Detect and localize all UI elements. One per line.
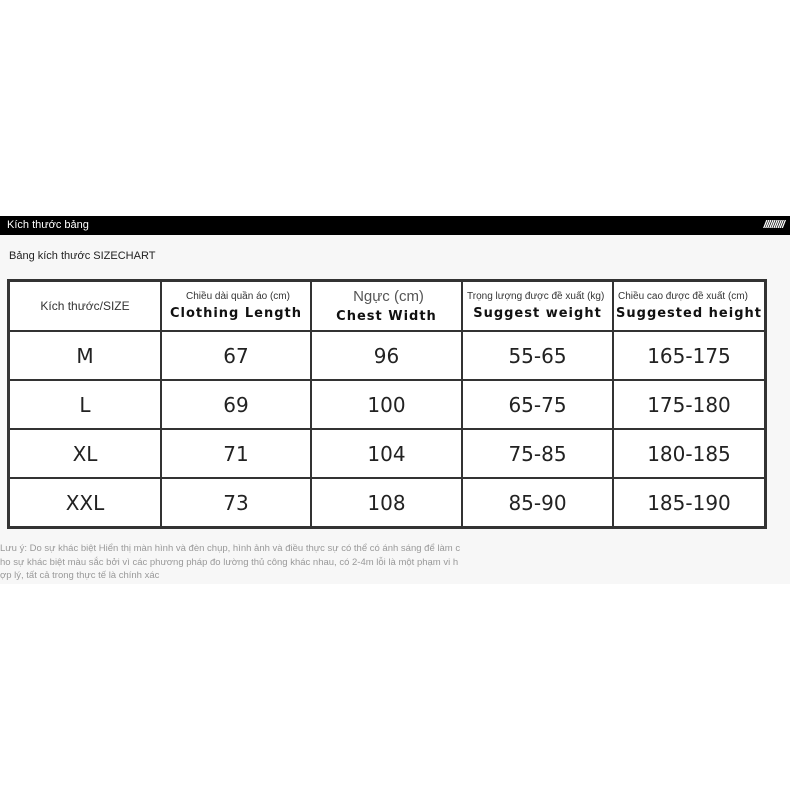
size-table: Kích thước/SIZE Chiều dài quần áo (cm) Cl… — [7, 279, 767, 529]
table-row: L 69 100 65-75 175-180 — [7, 379, 767, 430]
subtitle: Bảng kích thước SIZECHART — [9, 250, 156, 262]
cell-length: 73 — [160, 477, 312, 529]
header-label-vi: Trọng lượng được đề xuất (kg) — [467, 291, 605, 302]
header-bar: Kích thước bảng ////////// — [0, 216, 790, 235]
size-chart-panel: Kích thước bảng ////////// Bảng kích thư… — [0, 216, 790, 584]
cell-size: XL — [7, 428, 162, 479]
cell-size: L — [7, 379, 162, 430]
disclaimer-note: Lưu ý: Do sự khác biệt Hiển thị màn hình… — [0, 542, 460, 583]
header-label: Kích thước/SIZE — [40, 299, 130, 313]
header-length: Chiều dài quần áo (cm) Clothing Length — [160, 279, 312, 332]
cell-height: 185-190 — [612, 477, 767, 529]
header-chest: Ngực (cm) Chest Width — [310, 279, 463, 332]
note-line: ợp lý, tất cả trong thực tế là chính xác — [0, 570, 160, 581]
header-label-vi: Chiều cao được đề xuất (cm) — [618, 291, 748, 302]
cell-chest: 100 — [310, 379, 463, 430]
cell-length: 67 — [160, 330, 312, 381]
table-row: XL 71 104 75-85 180-185 — [7, 428, 767, 479]
note-line: ho sự khác biệt màu sắc bởi vì các phươn… — [0, 556, 459, 568]
cell-chest: 108 — [310, 477, 463, 529]
cell-length: 71 — [160, 428, 312, 479]
header-label-en: Clothing Length — [169, 306, 303, 321]
cell-weight: 85-90 — [461, 477, 614, 529]
table-row: XXL 73 108 85-90 185-190 — [7, 477, 767, 529]
cell-weight: 55-65 — [461, 330, 614, 381]
header-label-en: Chest Width — [336, 309, 437, 324]
header-label-en: Suggest weight — [473, 306, 602, 321]
cell-length: 69 — [160, 379, 312, 430]
cell-size: XXL — [7, 477, 162, 529]
stripes-decoration: ////////// — [763, 219, 785, 231]
table-row: M 67 96 55-65 165-175 — [7, 330, 767, 381]
header-label-vi: Chiều dài quần áo (cm) — [186, 291, 290, 302]
cell-height: 165-175 — [612, 330, 767, 381]
header-label-en: Suggested height — [616, 306, 762, 321]
cell-weight: 65-75 — [461, 379, 614, 430]
cell-chest: 96 — [310, 330, 463, 381]
cell-height: 180-185 — [612, 428, 767, 479]
note-line: Lưu ý: Do sự khác biệt Hiển thị màn hình… — [0, 543, 461, 554]
header-height: Chiều cao được đề xuất (cm) Suggested hei… — [612, 279, 767, 332]
header-size: Kích thước/SIZE — [7, 279, 162, 332]
cell-height: 175-180 — [612, 379, 767, 430]
table-header-row: Kích thước/SIZE Chiều dài quần áo (cm) Cl… — [7, 279, 767, 332]
cell-weight: 75-85 — [461, 428, 614, 479]
header-weight: Trọng lượng được đề xuất (kg) Suggest wei… — [461, 279, 614, 332]
cell-size: M — [7, 330, 162, 381]
cell-chest: 104 — [310, 428, 463, 479]
header-title: Kích thước bảng — [7, 219, 89, 231]
header-label-vi: Ngực (cm) — [353, 288, 424, 305]
